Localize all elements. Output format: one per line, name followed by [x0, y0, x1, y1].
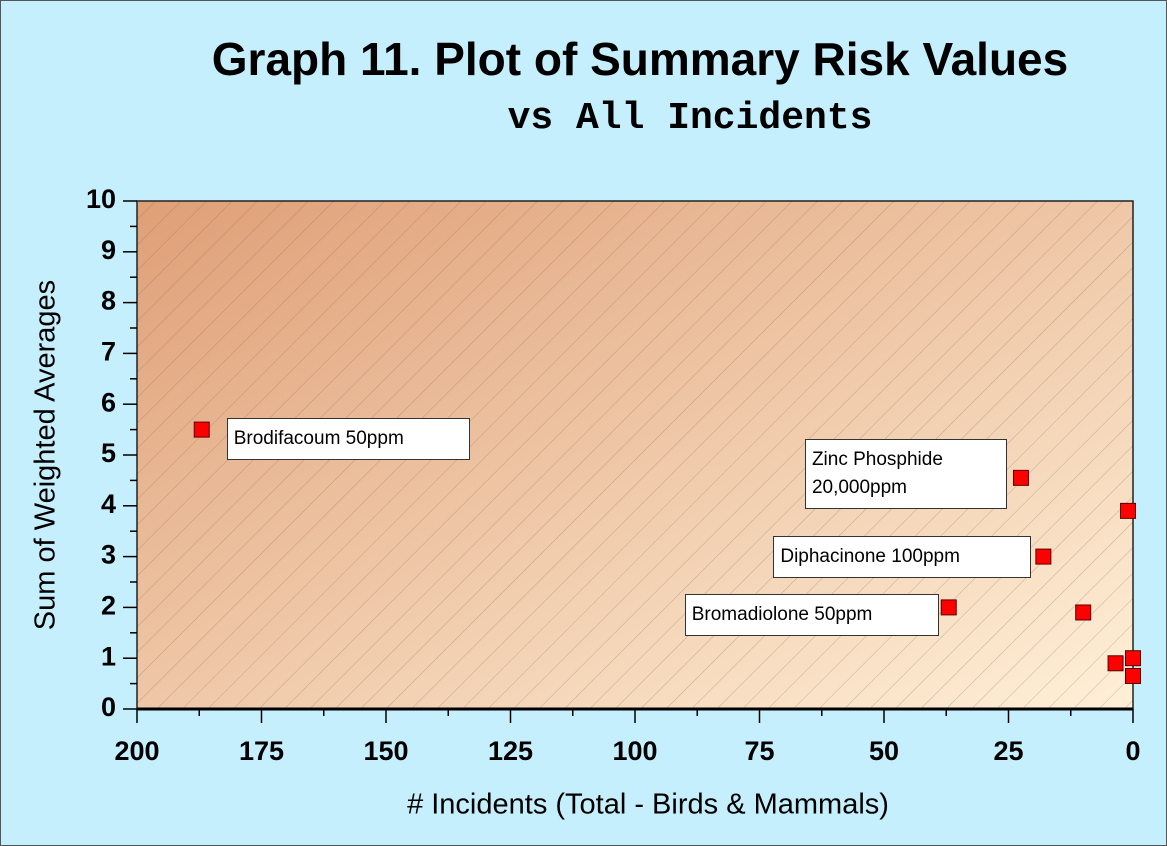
point-label: Brodifacoum 50ppm	[226, 417, 470, 460]
x-tick-label: 125	[488, 736, 533, 766]
chart-title: Graph 11. Plot of Summary Risk Values	[212, 33, 1068, 85]
y-tick-label: 0	[101, 692, 116, 722]
marker	[1035, 548, 1052, 565]
marker	[940, 599, 957, 616]
marker	[1125, 650, 1141, 667]
marker	[193, 421, 210, 438]
x-tick-label: 100	[612, 736, 657, 766]
point-label: Diphacinone 100ppm	[773, 535, 1032, 578]
x-tick-label: 175	[239, 736, 284, 766]
marker	[1107, 655, 1124, 672]
x-tick-label: 200	[114, 736, 159, 766]
y-tick-label: 10	[86, 184, 116, 214]
marker	[1075, 604, 1092, 621]
y-tick-label: 7	[101, 337, 116, 367]
y-tick-label: 6	[101, 387, 116, 417]
x-tick-label: 50	[869, 736, 899, 766]
x-axis-label: # Incidents (Total - Birds & Mammals)	[407, 789, 889, 821]
point-label: Zinc Phosphide 20,000ppm	[804, 438, 1007, 509]
y-tick-label: 8	[101, 286, 116, 316]
y-tick-label: 4	[101, 489, 116, 519]
chart-subtitle: vs All Incidents	[508, 97, 873, 140]
marker	[1120, 502, 1137, 519]
y-tick-label: 3	[101, 540, 116, 570]
point-label: Bromadiolone 50ppm	[684, 594, 939, 637]
x-tick-label: 0	[1125, 736, 1140, 766]
x-tick-label: 25	[993, 736, 1023, 766]
y-axis-label: Sum of Weighted Averages	[30, 280, 62, 630]
marker	[1125, 667, 1141, 684]
x-tick-label: 75	[744, 736, 774, 766]
y-tick-label: 5	[101, 438, 116, 468]
y-tick-label: 2	[101, 591, 116, 621]
x-tick-label: 150	[363, 736, 408, 766]
y-tick-label: 9	[101, 235, 116, 265]
marker	[1012, 469, 1029, 486]
y-tick-label: 1	[101, 641, 116, 671]
